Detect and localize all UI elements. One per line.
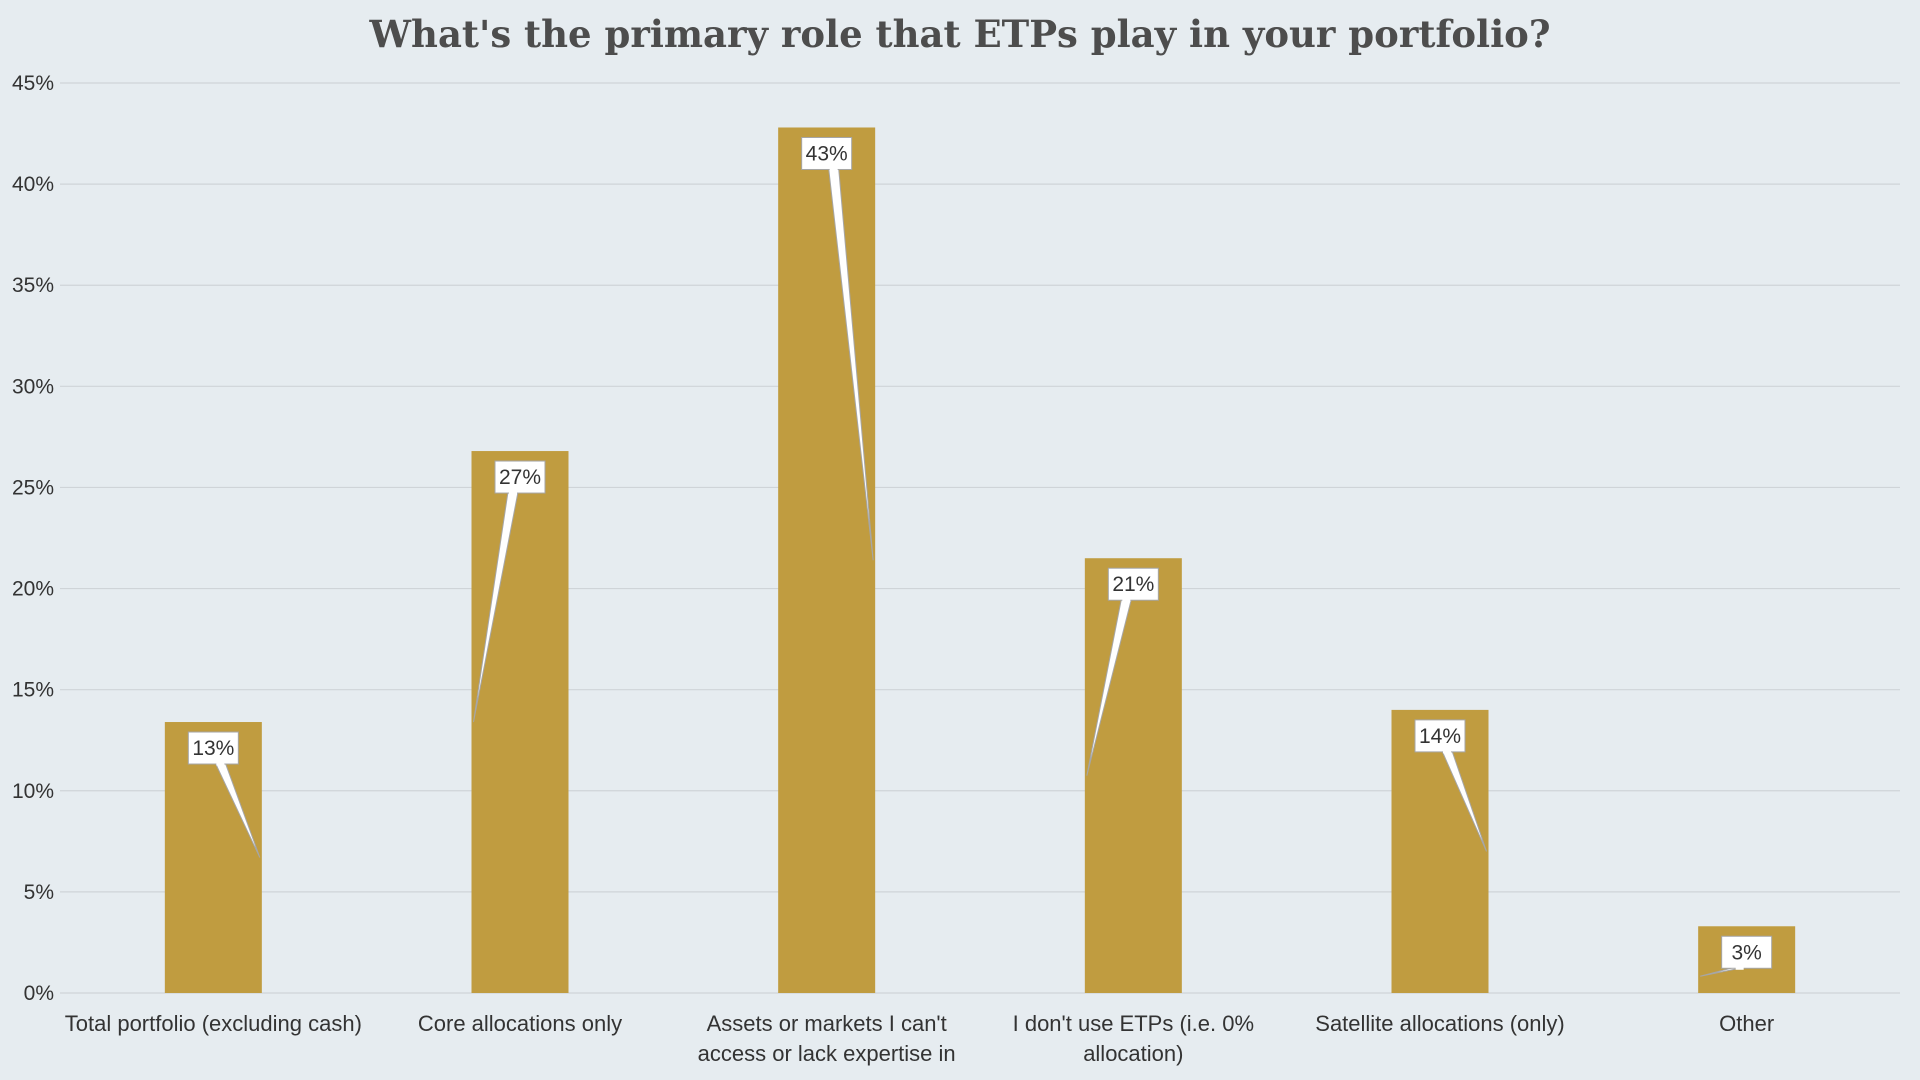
bar xyxy=(778,127,876,993)
bar xyxy=(1084,558,1182,993)
bar xyxy=(471,451,569,993)
y-tick-label: 15% xyxy=(12,679,54,702)
x-category-label: Core allocations only xyxy=(418,1011,622,1036)
callout-box xyxy=(1721,935,1773,969)
bar xyxy=(1391,709,1489,993)
callout-box xyxy=(494,460,546,494)
data-label-callout: 13% xyxy=(187,731,261,858)
callout-box xyxy=(187,731,239,765)
x-axis-category-labels: Total portfolio (excluding cash) Core all… xyxy=(65,1011,1774,1066)
y-tick-label: 20% xyxy=(12,578,54,601)
data-label-text: 14% xyxy=(1419,725,1461,748)
chart-title: What's the primary role that ETPs play i… xyxy=(368,12,1550,56)
data-labels: 13% 27% 43% 21% 14% 3% xyxy=(187,136,1773,977)
y-tick-label: 10% xyxy=(12,780,54,803)
data-label-callout: 21% xyxy=(1086,567,1159,776)
data-label-text: 3% xyxy=(1731,941,1761,964)
x-category-label: I don't use ETPs (i.e. 0% allocation) xyxy=(1013,1011,1254,1066)
x-category-label: Other xyxy=(1719,1011,1774,1036)
gridlines xyxy=(60,82,1900,994)
x-category-label: Total portfolio (excluding cash) xyxy=(65,1011,362,1036)
data-label-text: 13% xyxy=(192,737,234,760)
bar xyxy=(164,722,262,993)
data-label-text: 43% xyxy=(806,142,848,165)
data-label-callout: 27% xyxy=(473,460,546,723)
bars xyxy=(164,127,1796,993)
callout-box xyxy=(801,136,853,170)
callout-box xyxy=(1414,719,1466,753)
data-label-callout: 43% xyxy=(801,136,874,561)
data-label-text: 21% xyxy=(1112,573,1154,596)
data-label-callout: 14% xyxy=(1414,719,1487,852)
y-tick-label: 25% xyxy=(12,476,54,499)
x-category-label: Assets or markets I can't access or lack … xyxy=(698,1011,956,1066)
y-tick-label: 5% xyxy=(24,881,54,904)
y-tick-label: 30% xyxy=(12,375,54,398)
data-label-callout: 3% xyxy=(1700,935,1773,977)
y-axis-tick-labels: 0% 5% 10% 15% 20% 25% 30% 35% 40% 45% xyxy=(12,72,54,1005)
x-category-label: Satellite allocations (only) xyxy=(1315,1011,1564,1036)
y-tick-label: 45% xyxy=(12,72,54,95)
y-tick-label: 0% xyxy=(24,982,54,1005)
data-label-text: 27% xyxy=(499,466,541,489)
y-tick-label: 40% xyxy=(12,173,54,196)
y-tick-label: 35% xyxy=(12,274,54,297)
callout-box xyxy=(1107,567,1159,601)
